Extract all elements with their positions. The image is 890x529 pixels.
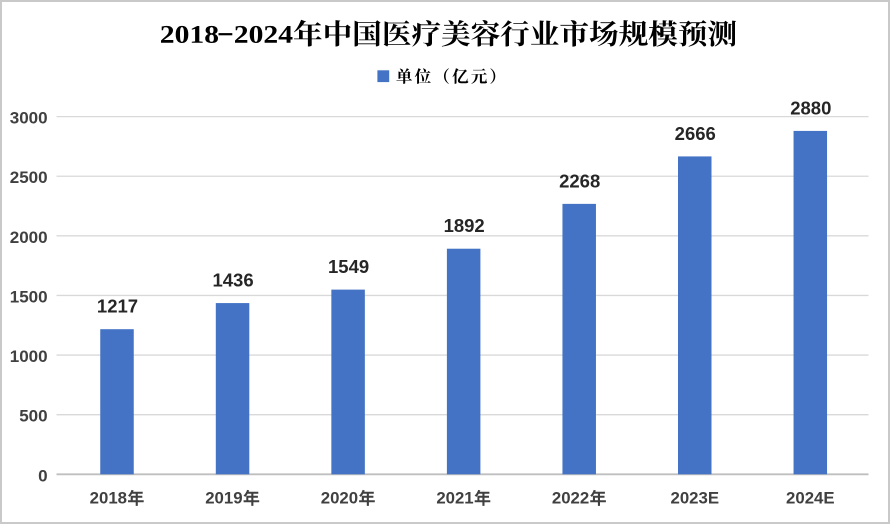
svg-text:2023E: 2023E bbox=[670, 488, 719, 507]
svg-text:1500: 1500 bbox=[10, 287, 48, 306]
svg-text:2024E: 2024E bbox=[786, 488, 835, 507]
svg-text:2500: 2500 bbox=[10, 168, 48, 187]
svg-text:3000: 3000 bbox=[10, 109, 48, 128]
svg-text:1000: 1000 bbox=[10, 347, 48, 366]
svg-text:2022: 2022 bbox=[552, 488, 589, 507]
svg-text:2020: 2020 bbox=[321, 488, 358, 507]
svg-text:1549: 1549 bbox=[328, 256, 369, 277]
svg-text:1436: 1436 bbox=[212, 270, 253, 291]
svg-text:2018: 2018 bbox=[90, 488, 127, 507]
svg-text:2666: 2666 bbox=[675, 123, 716, 144]
svg-text:2000: 2000 bbox=[10, 228, 48, 247]
svg-text:1217: 1217 bbox=[97, 296, 138, 317]
svg-text:0: 0 bbox=[38, 466, 47, 485]
svg-text:2880: 2880 bbox=[790, 97, 831, 118]
svg-text:2021: 2021 bbox=[436, 488, 473, 507]
svg-text:500: 500 bbox=[19, 407, 47, 426]
svg-text:2268: 2268 bbox=[559, 170, 600, 191]
svg-text:2019: 2019 bbox=[205, 488, 242, 507]
svg-text:1892: 1892 bbox=[444, 215, 485, 236]
